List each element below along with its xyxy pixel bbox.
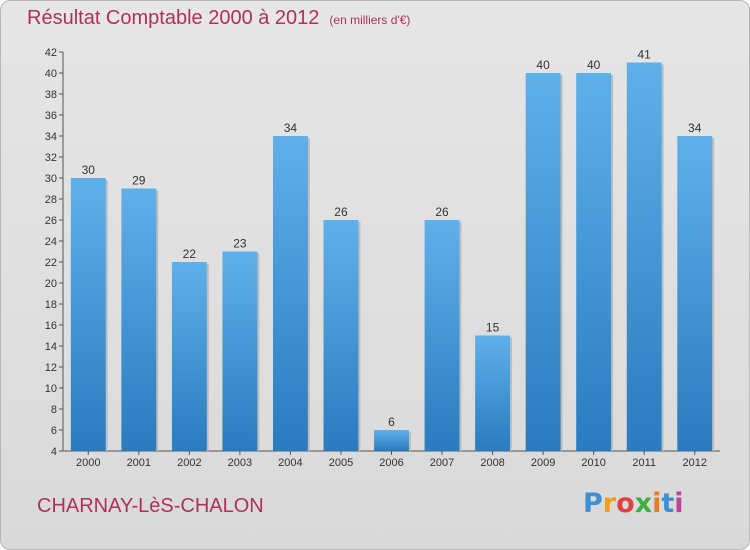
data-label: 15 <box>486 321 500 335</box>
bar <box>272 136 308 451</box>
x-tick-label: 2008 <box>480 457 504 469</box>
logo-letter: i <box>674 488 684 519</box>
chart-title-text: Résultat Comptable 2000 à 2012 <box>27 7 320 29</box>
y-tick-label: 14 <box>45 341 57 353</box>
y-tick-label: 18 <box>45 299 57 311</box>
y-tick-label: 8 <box>51 404 57 416</box>
data-label: 26 <box>334 205 348 219</box>
place-name: CHARNAY-LèS-CHALON <box>37 495 264 517</box>
bar <box>323 220 359 451</box>
chart-title: Résultat Comptable 2000 à 2012 (en millie… <box>27 7 410 30</box>
x-tick-label: 2000 <box>76 457 100 469</box>
data-label: 29 <box>132 174 146 188</box>
proxiti-logo: Proxiti <box>583 488 684 519</box>
logo-letter: o <box>616 488 635 519</box>
bar <box>475 335 511 451</box>
logo-letter: x <box>634 488 653 519</box>
x-tick-label: 2004 <box>278 457 302 469</box>
y-tick-label: 6 <box>51 425 57 437</box>
x-tick-label: 2003 <box>228 457 252 469</box>
data-label: 26 <box>435 205 449 219</box>
data-label: 34 <box>688 121 702 135</box>
y-tick-label: 34 <box>45 131 57 143</box>
logo-letter: t <box>661 488 675 519</box>
bar <box>70 178 106 451</box>
x-tick-label: 2001 <box>127 457 151 469</box>
y-tick-label: 30 <box>45 173 57 185</box>
x-tick-label: 2012 <box>682 457 706 469</box>
x-tick-label: 2010 <box>581 457 605 469</box>
bar <box>525 73 561 451</box>
y-tick-label: 4 <box>51 446 57 458</box>
y-tick-label: 32 <box>45 152 57 164</box>
bar <box>626 62 662 451</box>
y-tick-label: 38 <box>45 89 57 101</box>
y-tick-label: 22 <box>45 257 57 269</box>
x-tick-label: 2002 <box>177 457 201 469</box>
y-tick-label: 26 <box>45 215 57 227</box>
chart-subtitle: (en milliers d'€) <box>329 13 411 27</box>
data-label: 6 <box>388 415 395 429</box>
y-tick-label: 24 <box>45 236 57 248</box>
y-tick-label: 36 <box>45 110 57 122</box>
data-label: 22 <box>183 247 197 261</box>
data-label: 40 <box>587 58 601 72</box>
bar <box>121 188 157 451</box>
logo-letter: i <box>652 488 662 519</box>
y-tick-label: 40 <box>45 68 57 80</box>
y-tick-label: 10 <box>45 383 57 395</box>
data-label: 30 <box>82 163 96 177</box>
x-tick-label: 2006 <box>379 457 403 469</box>
y-tick-label: 16 <box>45 320 57 332</box>
data-label: 40 <box>536 58 550 72</box>
logo-letter: r <box>602 488 617 519</box>
bar <box>222 251 258 451</box>
chart-bars: 30 29 22 23 34 26 6 26 15 40 40 41 34 <box>70 48 715 451</box>
logo-letter: P <box>583 488 603 519</box>
x-tick-label: 2005 <box>329 457 353 469</box>
y-tick-label: 42 <box>45 47 57 59</box>
x-tick-label: 2007 <box>430 457 454 469</box>
x-tick-label: 2011 <box>632 457 656 469</box>
data-label: 34 <box>284 121 298 135</box>
y-tick-label: 20 <box>45 278 57 290</box>
bar <box>171 262 207 451</box>
x-tick-label: 2009 <box>531 457 555 469</box>
y-tick-label: 12 <box>45 362 57 374</box>
y-tick-label: 28 <box>45 194 57 206</box>
bar <box>374 430 409 451</box>
data-label: 41 <box>638 48 652 62</box>
bar <box>424 220 460 451</box>
bar <box>677 136 713 451</box>
data-label: 23 <box>233 237 247 251</box>
bar <box>576 73 612 451</box>
